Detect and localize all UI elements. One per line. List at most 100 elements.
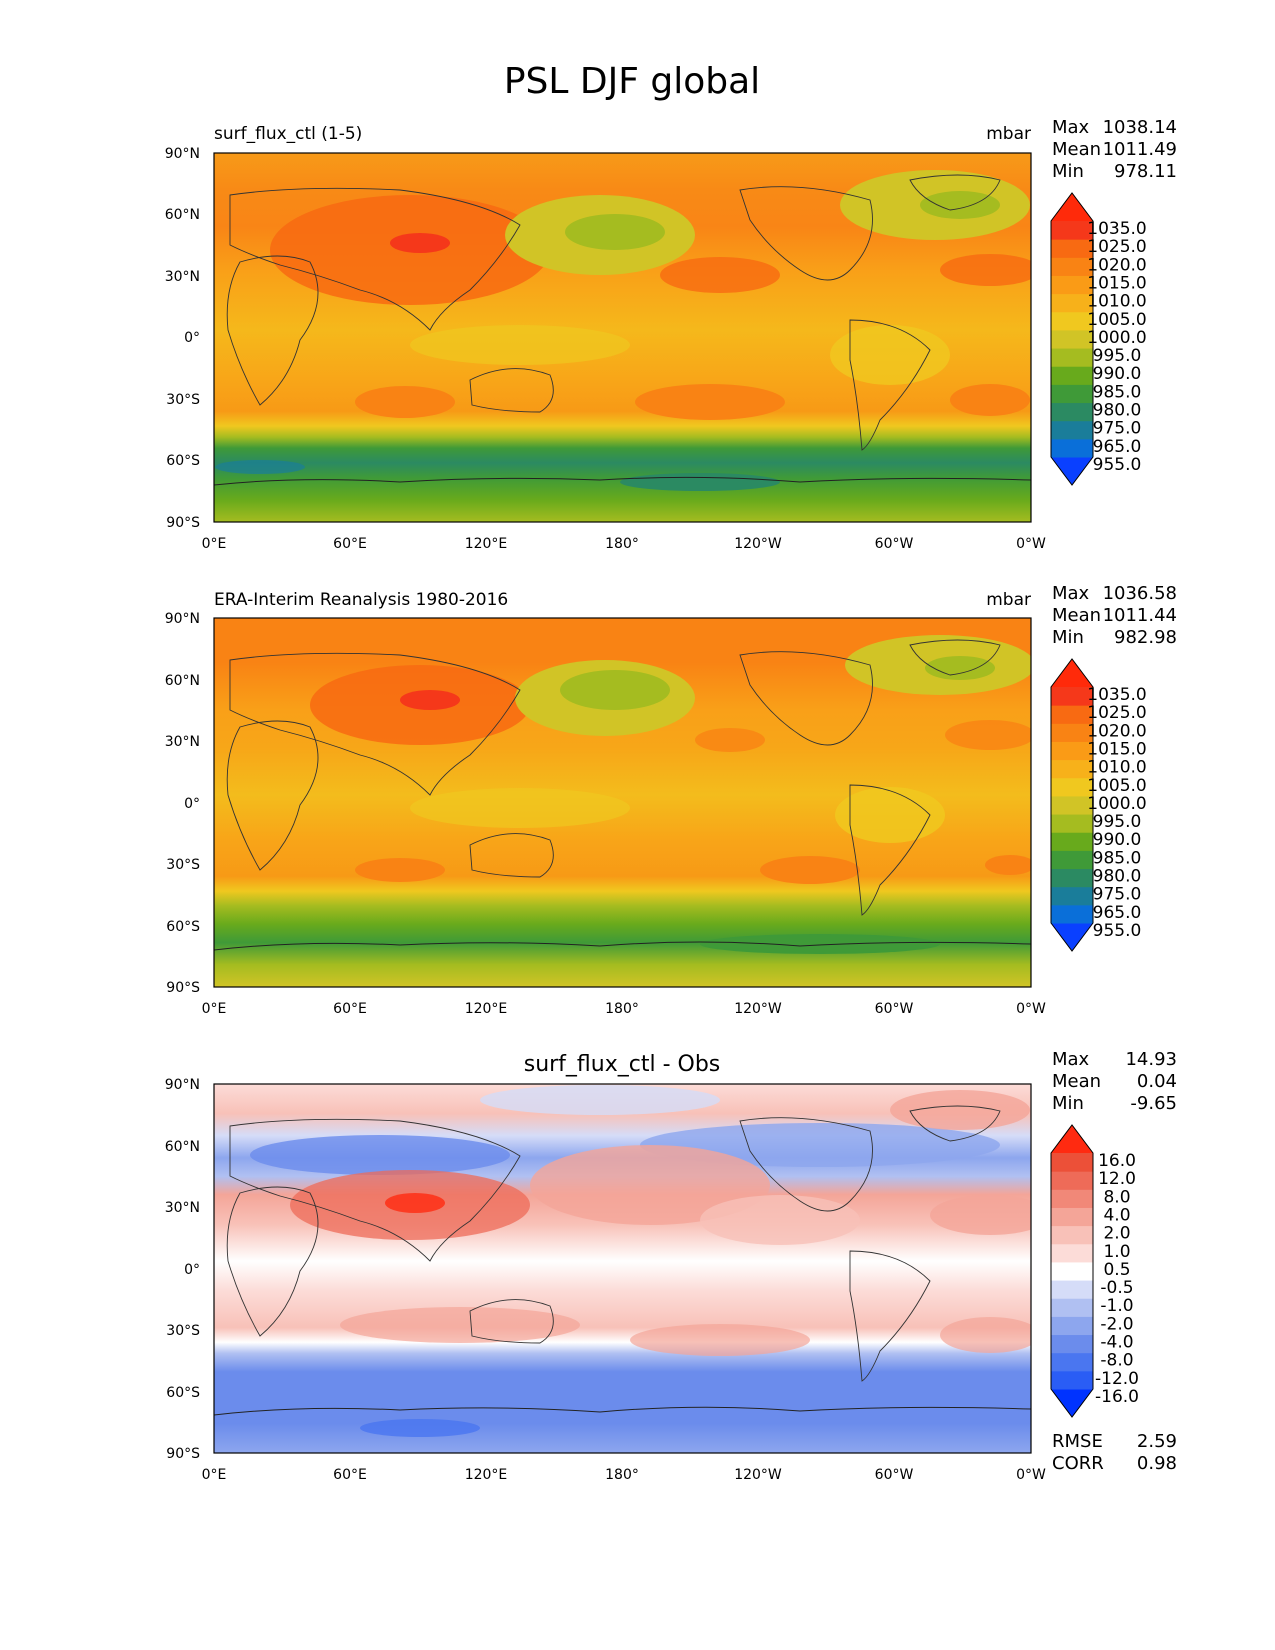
lat-tick-label: 90°N	[165, 1077, 200, 1093]
colorbar-segment	[1051, 1280, 1093, 1299]
colorbar-tick-label: 1005.0	[1087, 776, 1146, 796]
colorbar-segment	[1051, 723, 1093, 742]
colorbar-tick-label: 980.0	[1093, 867, 1142, 887]
colorbar-tick-label: 975.0	[1093, 419, 1142, 439]
lon-tick-label: 0°W	[1016, 1467, 1046, 1483]
colorbar-segment	[1051, 311, 1093, 331]
stat-value: 978.11	[1114, 161, 1177, 182]
colorbar-tick-label: 1020.0	[1087, 721, 1146, 741]
colorbar-tick-label: -1.0	[1100, 1296, 1133, 1316]
stats-block: Max 14.93 Mean 0.04 Min -9.65	[1052, 1049, 1177, 1114]
colorbar-segment	[1051, 1243, 1093, 1263]
stat-label: Mean	[1052, 605, 1101, 626]
colorbar: 1035.01025.01020.01015.01010.01005.01000…	[1050, 658, 1147, 952]
colorbar-tick-label: 995.0	[1093, 812, 1142, 832]
colorbar-segment	[1051, 1207, 1093, 1227]
panel-units: mbar	[986, 124, 1031, 144]
lat-tick-label: 60°N	[165, 207, 200, 223]
colorbar-outline	[1050, 1124, 1094, 1418]
metric-label: CORR	[1052, 1453, 1104, 1474]
colorbar-segment	[1051, 329, 1093, 349]
colorbar-tick-label: 1015.0	[1087, 273, 1146, 293]
colorbar-tick-label: 1025.0	[1087, 703, 1146, 723]
lon-tick-label: 0°W	[1016, 536, 1046, 552]
lat-tick-label: 30°N	[165, 1200, 200, 1216]
panel-left-title: surf_flux_ctl (1-5)	[214, 124, 362, 144]
colorbar-segment	[1051, 777, 1093, 797]
lon-tick-label: 120°W	[734, 1001, 782, 1017]
panel-units: mbar	[986, 590, 1031, 610]
colorbar-tick-label: -4.0	[1100, 1333, 1133, 1353]
stat-value: 1011.49	[1103, 139, 1177, 160]
lat-tick-label: 30°N	[165, 734, 200, 750]
stat-label: Min	[1052, 1093, 1084, 1114]
colorbar-tick-label: 1020.0	[1087, 255, 1146, 275]
colorbar-tick-label: 1010.0	[1087, 292, 1146, 312]
colorbar-extension-max	[1051, 659, 1093, 687]
colorbar-segment	[1051, 384, 1093, 404]
lat-axis: 90°N 60°N 30°N 0° 30°S 60°S 90°S	[165, 611, 200, 996]
lat-tick-label: 30°S	[166, 1323, 200, 1339]
colorbar-tick-label: 1000.0	[1087, 794, 1146, 814]
lat-axis: 90°N 60°N 30°N 0° 30°S 60°S 90°S	[165, 1077, 200, 1462]
colorbar-tick-label: 0.5	[1103, 1260, 1130, 1280]
lon-tick-label: 0°E	[202, 536, 227, 552]
lon-tick-label: 60°E	[333, 536, 367, 552]
colorbar-segment	[1051, 1316, 1093, 1336]
stat-label: Mean	[1052, 139, 1101, 160]
colorbar-segment	[1051, 1225, 1093, 1245]
colorbar-tick-label: 965.0	[1093, 903, 1142, 923]
colorbar-tick-label: -16.0	[1095, 1387, 1139, 1407]
lon-tick-label: 60°E	[333, 1001, 367, 1017]
lon-tick-label: 60°W	[875, 1001, 914, 1017]
colorbar-segment	[1051, 366, 1093, 385]
colorbar-tick-label: -12.0	[1095, 1369, 1139, 1389]
lat-tick-label: 90°N	[165, 611, 200, 627]
colorbar-segment	[1051, 1352, 1093, 1372]
colorbar-tick-label: -0.5	[1100, 1278, 1133, 1298]
lon-tick-label: 60°W	[875, 1467, 914, 1483]
colorbar-tick-label: 985.0	[1093, 382, 1142, 402]
lat-tick-label: 30°S	[166, 392, 200, 408]
colorbar-segment	[1051, 239, 1093, 258]
stats-block: Max 1036.58 Mean 1011.44 Min 982.98	[1052, 583, 1177, 648]
colorbar-extension-max	[1051, 1125, 1093, 1153]
colorbar-segment	[1051, 1298, 1093, 1317]
colorbar-segment	[1051, 293, 1093, 313]
stat-label: Mean	[1052, 1071, 1101, 1092]
lat-tick-label: 30°N	[165, 269, 200, 285]
stat-label: Max	[1052, 583, 1090, 604]
colorbar-outline	[1050, 658, 1094, 952]
colorbar-segment	[1051, 1189, 1093, 1208]
stat-label: Min	[1052, 161, 1084, 182]
colorbar-segment	[1051, 850, 1093, 870]
map-field	[214, 618, 1031, 987]
colorbar-tick-label: 1035.0	[1087, 219, 1146, 239]
colorbar-tick-label: 965.0	[1093, 437, 1142, 457]
lat-tick-label: 90°S	[166, 980, 200, 996]
colorbar-tick-label: 955.0	[1093, 455, 1142, 475]
colorbar-tick-label: 1015.0	[1087, 739, 1146, 759]
lon-tick-label: 0°E	[202, 1467, 227, 1483]
colorbar-tick-label: 12.0	[1098, 1169, 1136, 1189]
panel-diff: surf_flux_ctl - Obs 90°N 60°N 30°N 0° 30…	[165, 1049, 1177, 1483]
map-field	[214, 1084, 1031, 1453]
figure-title: PSL DJF global	[504, 61, 760, 102]
colorbar-segment	[1051, 348, 1093, 367]
stat-value: 1038.14	[1103, 117, 1177, 138]
colorbar-tick-label: 985.0	[1093, 848, 1142, 868]
colorbar-tick-label: 2.0	[1103, 1224, 1130, 1244]
lat-tick-label: 90°N	[165, 146, 200, 162]
lat-tick-label: 60°S	[166, 453, 200, 469]
colorbar-segment	[1051, 741, 1093, 761]
colorbar-segment	[1051, 1370, 1093, 1390]
colorbar-segment	[1051, 402, 1093, 422]
stat-label: Max	[1052, 1049, 1090, 1070]
lat-tick-label: 0°	[184, 796, 200, 812]
colorbar-outline	[1050, 192, 1094, 486]
stat-value: 1036.58	[1103, 583, 1177, 604]
colorbar-tick-label: -8.0	[1100, 1351, 1133, 1371]
colorbar-segment	[1051, 687, 1093, 706]
colorbar-tick-label: 980.0	[1093, 401, 1142, 421]
